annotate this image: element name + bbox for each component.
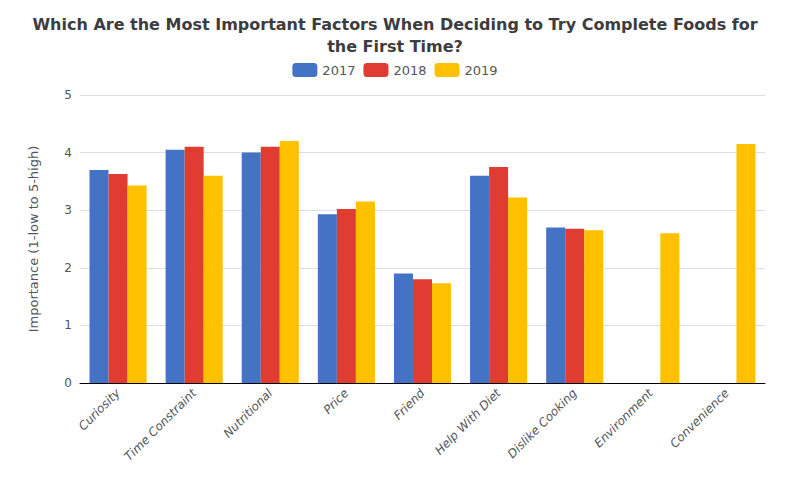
svg-text:0: 0	[64, 376, 72, 390]
svg-text:2019: 2019	[465, 63, 498, 78]
svg-text:Importance (1-low to 5-high): Importance (1-low to 5-high)	[26, 146, 41, 333]
svg-text:Convenience: Convenience	[667, 386, 732, 451]
svg-text:3: 3	[64, 203, 72, 217]
svg-text:5: 5	[64, 88, 72, 102]
svg-text:the First Time?: the First Time?	[327, 37, 463, 56]
svg-text:1: 1	[64, 318, 72, 332]
svg-text:2017: 2017	[322, 63, 355, 78]
svg-text:Friend: Friend	[391, 386, 428, 423]
svg-text:Which Are the Most Important F: Which Are the Most Important Factors Whe…	[32, 15, 757, 34]
svg-text:Time Constraint: Time Constraint	[122, 385, 200, 463]
svg-text:2: 2	[64, 261, 72, 275]
svg-text:Nutritional: Nutritional	[221, 386, 276, 441]
svg-text:Curiosity: Curiosity	[76, 385, 124, 433]
svg-text:Environment: Environment	[592, 385, 657, 450]
svg-text:2018: 2018	[393, 63, 426, 78]
svg-text:Price: Price	[321, 386, 352, 417]
svg-text:Dislike Cooking: Dislike Cooking	[505, 386, 580, 461]
svg-text:4: 4	[64, 146, 72, 160]
svg-text:Help With Diet: Help With Diet	[432, 385, 504, 457]
